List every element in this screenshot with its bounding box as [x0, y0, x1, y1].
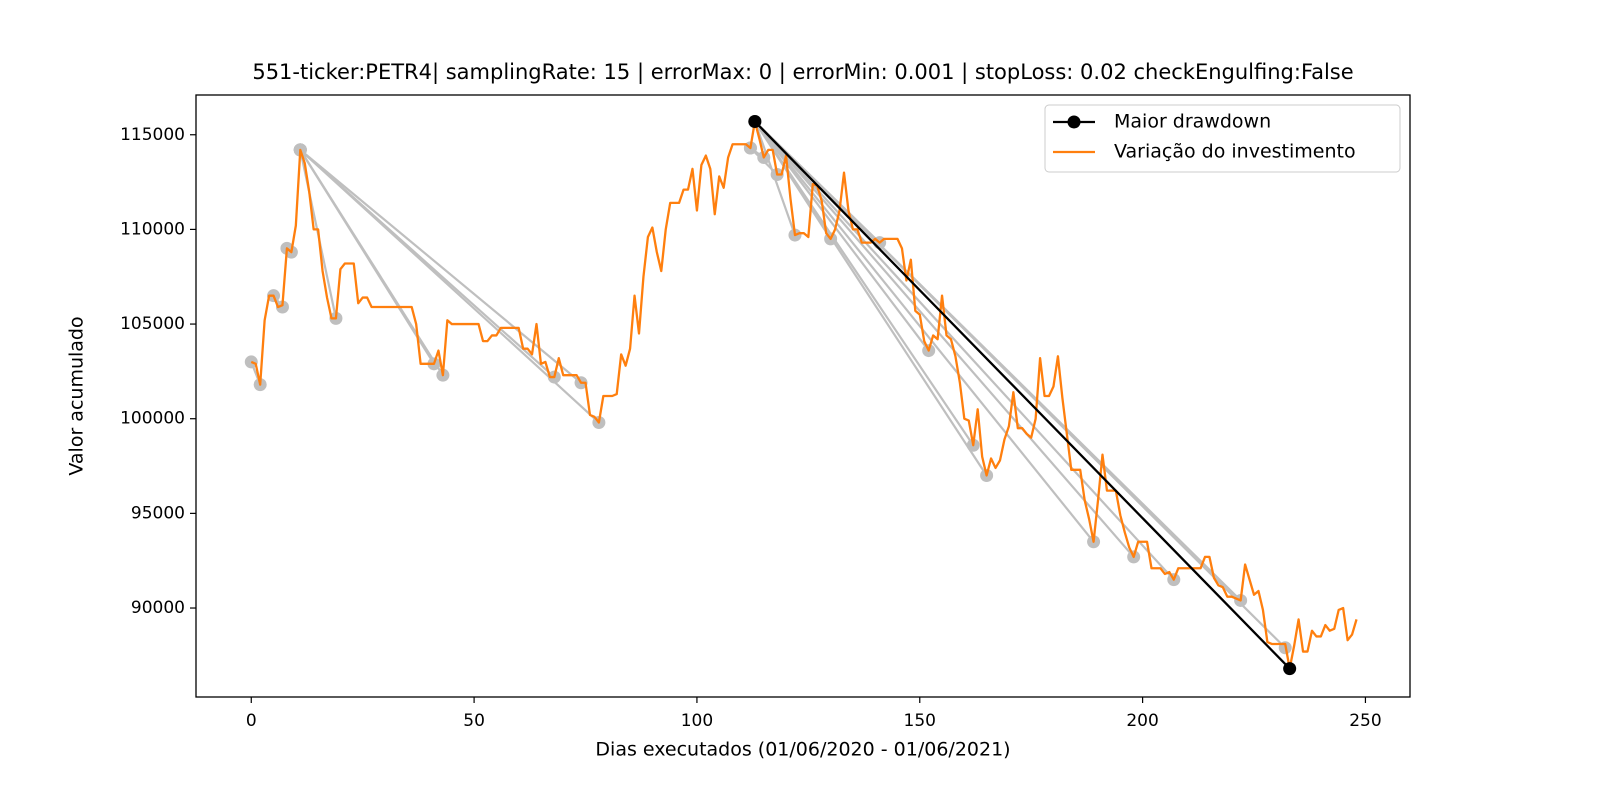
drawdown-point — [275, 300, 289, 314]
legend-marker — [1067, 115, 1081, 129]
legend-label: Maior drawdown — [1114, 111, 1271, 133]
series-line — [250, 120, 1358, 670]
drawdown-segment — [754, 120, 1175, 581]
legend-box — [1044, 104, 1401, 173]
y-axis-label: Valor acumulado — [66, 316, 88, 475]
y-tick-label: 90000 — [131, 598, 185, 618]
x-tick-label: 200 — [1126, 711, 1158, 731]
series-point — [1283, 662, 1297, 676]
drawdown-segment — [753, 120, 988, 477]
plot-frame — [195, 94, 1411, 698]
drawdown-segment — [753, 120, 930, 352]
drawdown-segment — [754, 120, 1286, 649]
y-tick-label: 100000 — [120, 409, 185, 429]
drawdown-segment — [299, 149, 600, 424]
chart-title: 551-ticker:PETR4| samplingRate: 15 | err… — [252, 60, 1353, 85]
y-tick-label: 95000 — [131, 503, 185, 523]
x-tick-label: 250 — [1349, 711, 1381, 731]
y-tick-label: 115000 — [120, 125, 185, 145]
x-tick-label: 0 — [246, 711, 257, 731]
y-tick-label: 105000 — [120, 314, 185, 334]
x-axis-label: Dias executados (01/06/2020 - 01/06/2021… — [595, 739, 1010, 761]
legend-label: Variação do investimento — [1114, 141, 1356, 163]
x-tick-label: 100 — [681, 711, 713, 731]
y-tick-label: 110000 — [120, 219, 185, 239]
drawdown-segment — [299, 149, 444, 376]
drawdown-segment — [754, 120, 1135, 558]
drawdown-segment — [753, 121, 797, 236]
x-tick-label: 50 — [463, 711, 485, 731]
series-line — [754, 120, 1291, 670]
series-point — [748, 115, 762, 129]
drawdown-segment — [754, 120, 1095, 543]
x-tick-label: 150 — [904, 711, 936, 731]
